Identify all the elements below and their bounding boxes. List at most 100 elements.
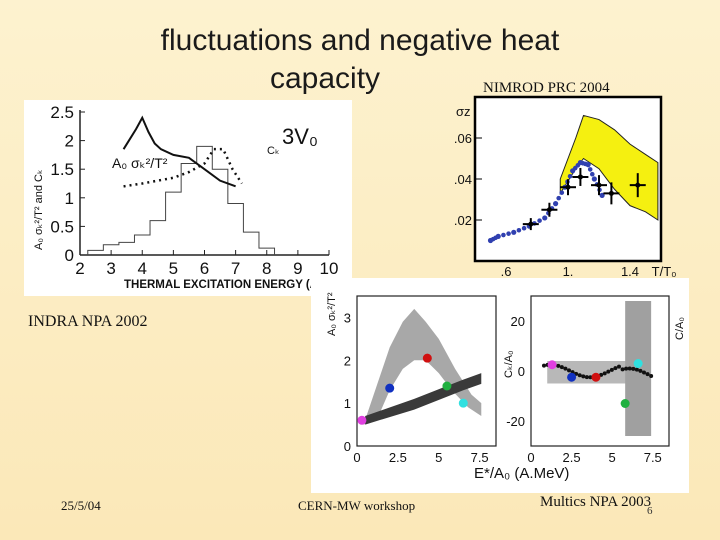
nimrod-reference: NIMROD PRC 2004 [483,80,610,96]
multics-right-black-dot [627,366,632,371]
indra-xlabel: THERMAL EXCITATION ENERGY (A.Me [124,279,337,291]
nimrod-ytick-label: .06 [454,131,472,146]
multics-right-black-dot [649,373,654,378]
multics-left-ytick-label: 0 [344,439,351,454]
multics-right-black-dot [616,364,621,369]
multics-right-ytick-label: -20 [506,414,525,429]
nimrod-data-point [565,184,571,190]
multics-left-xtick-label: 0 [353,450,360,465]
multics-right-black-dot [559,365,564,370]
nimrod-chart: σz .02 .04 .06 .6 1. 1.4 T/T₀ [454,95,677,279]
footer-date: 25/5/04 [61,498,101,513]
multics-right-point [567,372,577,382]
nimrod-data-point [546,207,552,213]
nimrod-blue-dot [553,201,559,207]
nimrod-blue-dot [589,171,595,177]
slide-title: fluctuations and negative heat capacity [0,22,720,98]
multics-right-black-dot [624,366,629,371]
title-line-1: fluctuations and negative heat [160,24,560,57]
nimrod-blue-dot [521,225,527,231]
multics-chart-panel: 0 1 2 3 0 2.5 5 7.5 -20 0 20 0 2.5 5 7.5 A₀ σₖ²/T² Cₖ… [311,278,689,493]
nimrod-blue-dot [542,215,548,221]
footer-event: CERN-MW workshop [298,498,416,513]
indra-xtick-label: 8 [262,259,271,278]
multics-right-black-dot [563,366,568,371]
multics-reference-text: Multics NPA 2003 [540,494,652,510]
multics-left-point [442,381,452,391]
nimrod-blue-dot [583,161,588,167]
title-line-2: capacity [269,62,381,95]
nimrod-ytick-label: .04 [454,172,472,187]
nimrod-data-point [596,182,602,188]
nimrod-data-point [577,174,583,180]
nimrod-plot [475,114,659,244]
nimrod-blue-dot [493,235,498,241]
multics-right-point [547,360,557,370]
indra-ytick-label: 1 [65,189,74,208]
nimrod-blue-dot [587,167,593,172]
nimrod-blue-dot [516,227,522,233]
indra-xtick-label: 2 [75,259,84,278]
indra-xtick-label: 10 [320,259,339,278]
multics-left-xtick-label: 7.5 [471,450,489,465]
multics-right-plot: -20 0 20 0 2.5 5 7.5 [506,295,670,465]
multics-right-black-dot [609,367,614,372]
indra-xtick-label: 5 [169,259,178,278]
multics-left-frame [356,295,497,447]
nimrod-blue-dot [559,190,565,195]
nimrod-y-ticks: .02 .04 .06 [454,131,472,228]
nimrod-blue-dot [591,176,597,182]
multics-right-black-dot [634,367,639,372]
nimrod-xtick-label: 1. [563,264,574,279]
multics-xlabel: E*/A₀ (A.MeV) [474,465,569,482]
multics-left-ylabel: A₀ σₖ²/T² [326,292,338,336]
multics-left-ytick-label: 1 [344,396,351,411]
multics-right-black-dot [606,369,611,374]
indra-ylabel: A₀ σₖ²/T² and Cₖ [33,169,45,250]
multics-left-plot: 0 1 2 3 0 2.5 5 7.5 [344,295,497,465]
indra-y-ticks: 0 0.5 1 1.5 2 2.5 [50,103,85,265]
indra-xtick-label: 7 [231,259,240,278]
page-number: 6 [647,505,653,517]
indra-x-ticks: 2 3 4 5 6 7 8 9 10 [75,250,338,278]
multics-left-point [385,383,395,393]
multics-left-ytick-label: 3 [344,310,351,325]
indra-ytick-label: 2 [65,132,74,151]
indra-xtick-label: 3 [106,259,115,278]
indra-ytick-label: 2.5 [50,103,74,122]
multics-left-dark-band [365,373,482,425]
nimrod-blue-dot [556,195,561,201]
multics-right-black-dot [641,370,646,375]
indra-annotation-3v0: 3V₀ [282,124,318,149]
multics-right-ytick-label: 20 [511,314,525,329]
indra-series [87,115,276,255]
nimrod-xtick-label: 1.4 [621,264,639,279]
multics-right-point [633,359,643,368]
indra-ytick-label: 1.5 [50,160,74,179]
indra-histogram [87,145,276,255]
nimrod-blue-dot [511,229,517,235]
nimrod-x-ticks: .6 1. 1.4 T/T₀ [501,264,677,279]
nimrod-blue-dot [506,231,511,236]
nimrod-blue-dot [567,173,573,179]
nimrod-data-point [608,190,614,196]
indra-ytick-label: 0.5 [50,217,74,236]
multics-left-xtick-label: 2.5 [389,450,407,465]
multics-left-xtick-label: 5 [435,450,442,465]
multics-right-black-dot [638,368,643,373]
indra-chart-panel: 0 0.5 1 1.5 2 2.5 2 3 4 5 6 7 8 9 10 A₀ σₖ²/T² and Cₖ… [24,100,352,296]
multics-right-black-dot [556,363,561,368]
multics-right-black-dot [645,372,650,377]
multics-left-point [422,353,432,363]
nimrod-blue-dot [501,232,506,238]
multics-reference: Multics NPA 2003 [540,494,651,511]
indra-reference: INDRA NPA 2002 [28,313,148,330]
multics-right-black-dot [620,367,625,372]
multics-left-ytick-label: 2 [344,353,351,368]
multics-right-black-dot [602,371,607,376]
multics-chart: 0 1 2 3 0 2.5 5 7.5 -20 0 20 0 2.5 5 7.5 A₀ σₖ²/T² Cₖ… [326,292,686,482]
indra-annotation-ck: Cₖ [267,145,280,157]
indra-xtick-label: 6 [200,259,209,278]
multics-right-black-dot [631,366,636,371]
nimrod-blue-dot [575,163,581,168]
